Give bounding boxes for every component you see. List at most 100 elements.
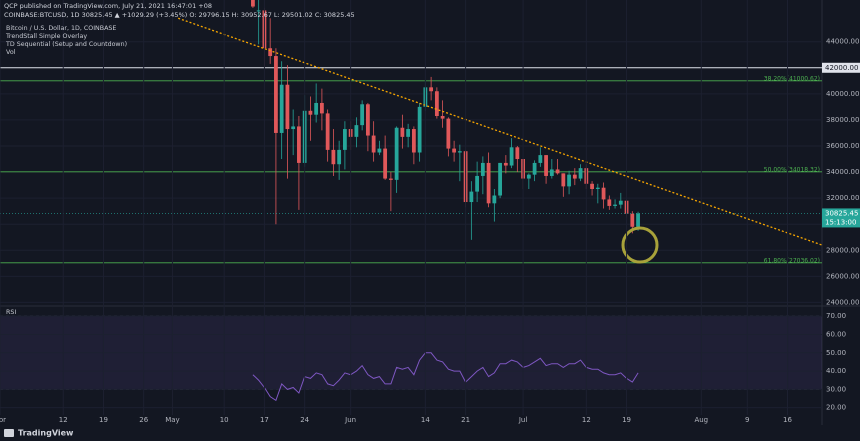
- candle-body: [457, 151, 462, 153]
- candle-body: [429, 87, 434, 92]
- legend-indicator: TrendStall Simple Overlay: [6, 33, 88, 40]
- footer-brand: TradingView: [18, 429, 74, 438]
- candle-body: [400, 127, 405, 137]
- y-tick-label: 60.00: [826, 330, 846, 338]
- y-tick-label: 40000.00: [826, 90, 859, 98]
- y-tick-label: 30.00: [826, 385, 846, 393]
- candle-body: [498, 162, 502, 196]
- price-label-box: [822, 62, 860, 73]
- candle-body: [636, 213, 640, 227]
- candle-body: [630, 213, 635, 227]
- y-tick-label: 34000.00: [826, 168, 859, 176]
- y-tick-label: 32000.00: [826, 194, 859, 202]
- y-tick-label: 50.00: [826, 349, 846, 357]
- x-tick-label: May: [165, 416, 179, 424]
- candle-body: [590, 183, 594, 189]
- candle-body: [440, 116, 445, 119]
- candle-body: [452, 148, 457, 153]
- candle-body: [274, 56, 278, 133]
- candle-body: [572, 174, 577, 179]
- candle-body: [297, 126, 301, 163]
- candle-body: [526, 174, 531, 179]
- candle-body: [354, 125, 359, 137]
- y-tick-label: 40.00: [826, 367, 846, 375]
- candle-body: [371, 135, 376, 153]
- y-tick-label: 36000.00: [826, 142, 859, 150]
- candle-body: [618, 200, 623, 205]
- candle-body: [544, 155, 548, 176]
- x-tick-label: 12: [582, 416, 591, 424]
- x-tick-label: 17: [260, 416, 269, 424]
- candle-body: [291, 126, 296, 130]
- candle-body: [383, 148, 388, 179]
- candle-body: [325, 113, 330, 150]
- candle-body: [337, 149, 342, 165]
- candle-body: [549, 169, 554, 176]
- highlight-circle: [621, 226, 659, 264]
- last-price-box: [822, 208, 860, 228]
- price-label: 42000.00: [825, 64, 858, 72]
- candle-body: [377, 148, 382, 153]
- symbol-line: COINBASE:BTCUSD, 1D 30825.45 ▲ +1029.29 …: [4, 11, 355, 19]
- y-tick-label: 20.00: [826, 404, 846, 412]
- candle-body: [503, 162, 508, 166]
- candle-body: [486, 162, 491, 204]
- candle-body: [411, 129, 416, 153]
- candle-body: [561, 173, 566, 187]
- trendline: [177, 17, 822, 246]
- x-tick-label: 16: [783, 416, 792, 424]
- footer-bar: [0, 425, 860, 441]
- candle-body: [314, 102, 319, 115]
- candle-body: [567, 174, 571, 187]
- x-tick-label: 10: [220, 416, 229, 424]
- rsi-label: RSI: [6, 309, 17, 316]
- candle-body: [360, 104, 365, 126]
- candle-body: [538, 155, 543, 163]
- y-tick-label: 44000.00: [826, 38, 859, 46]
- candle-body: [509, 147, 514, 166]
- candle-body: [613, 204, 617, 206]
- candle-body: [268, 48, 273, 57]
- candle-body: [342, 129, 347, 150]
- candle-body: [480, 162, 485, 176]
- candle-body: [256, 10, 261, 12]
- candle-body: [406, 129, 411, 137]
- candle-body: [469, 191, 474, 203]
- y-tick-label: 28000.00: [826, 246, 859, 254]
- candle-body: [394, 127, 399, 180]
- x-tick-label: Apr: [0, 416, 6, 424]
- candle-body: [492, 195, 497, 204]
- rsi-line: [252, 352, 639, 402]
- candle-body: [279, 84, 284, 133]
- x-tick-label: Aug: [694, 416, 708, 424]
- candle-body: [417, 106, 422, 153]
- candle-body: [365, 104, 370, 136]
- x-tick-label: 26: [139, 416, 148, 424]
- candle-body: [475, 175, 480, 192]
- candle-body: [446, 118, 451, 149]
- x-tick-label: 12: [59, 416, 68, 424]
- legend-indicator: TD Sequential (Setup and Countdown): [6, 41, 128, 48]
- candle-body: [555, 169, 560, 174]
- x-tick-label: 24: [300, 416, 309, 424]
- y-tick-label: 38000.00: [826, 116, 859, 124]
- y-tick-label: 26000.00: [826, 272, 859, 280]
- candle-body: [331, 149, 336, 165]
- fib-label: 50.00%(34018.32): [764, 166, 820, 173]
- x-tick-label: 21: [461, 416, 470, 424]
- x-tick-label: Jul: [518, 416, 528, 424]
- candle-body: [388, 178, 393, 180]
- candle-body: [515, 147, 520, 160]
- last-price-label: 30825.45: [825, 209, 858, 217]
- fib-label: 61.80%(27036.02): [764, 257, 820, 264]
- candle-body: [578, 168, 583, 179]
- candle-body: [251, 0, 255, 7]
- fib-label: 38.20%(41000.62): [764, 75, 820, 82]
- candle-body: [601, 187, 606, 200]
- candle-body: [308, 110, 313, 115]
- rsi-pane: [0, 315, 822, 409]
- candle-body: [434, 91, 439, 117]
- x-tick-label: 9: [745, 416, 749, 424]
